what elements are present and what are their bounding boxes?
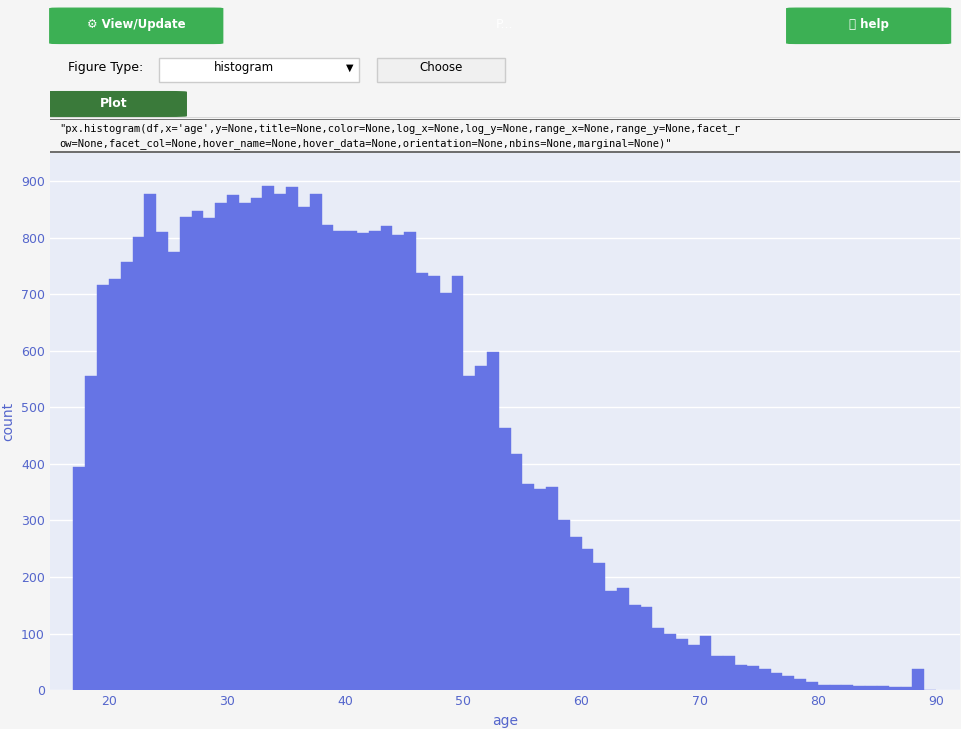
- Bar: [416, 273, 428, 690]
- Bar: [251, 198, 262, 690]
- Bar: [771, 673, 782, 690]
- FancyBboxPatch shape: [378, 58, 505, 82]
- Bar: [641, 607, 653, 690]
- Bar: [333, 231, 345, 690]
- Bar: [121, 262, 133, 690]
- X-axis label: age: age: [492, 714, 518, 728]
- Bar: [605, 591, 617, 690]
- Bar: [818, 685, 829, 690]
- Bar: [345, 231, 357, 690]
- Bar: [676, 639, 688, 690]
- Bar: [570, 537, 581, 690]
- Bar: [298, 206, 309, 690]
- Bar: [73, 467, 86, 690]
- Bar: [322, 225, 333, 690]
- Bar: [204, 218, 215, 690]
- Bar: [215, 203, 227, 690]
- Bar: [428, 276, 440, 690]
- Bar: [900, 687, 912, 690]
- Text: Choose: Choose: [419, 61, 462, 74]
- Bar: [534, 489, 546, 690]
- Bar: [865, 686, 876, 690]
- Bar: [735, 665, 747, 690]
- Bar: [806, 682, 818, 690]
- Bar: [487, 352, 499, 690]
- Bar: [842, 685, 853, 690]
- Bar: [782, 676, 794, 690]
- Bar: [912, 668, 924, 690]
- Bar: [405, 232, 416, 690]
- Text: P...: P...: [496, 18, 513, 31]
- Bar: [876, 686, 889, 690]
- Text: ow=None,facet_col=None,hover_name=None,hover_data=None,orientation=None,nbins=No: ow=None,facet_col=None,hover_name=None,h…: [59, 138, 672, 149]
- Text: Plot: Plot: [100, 97, 127, 110]
- Bar: [558, 521, 570, 690]
- Bar: [499, 428, 510, 690]
- Bar: [617, 588, 628, 690]
- Bar: [97, 285, 109, 690]
- Bar: [463, 375, 475, 690]
- Bar: [700, 636, 711, 690]
- Bar: [546, 487, 558, 690]
- FancyBboxPatch shape: [40, 92, 186, 117]
- Bar: [309, 194, 322, 690]
- Bar: [475, 365, 487, 690]
- Bar: [853, 686, 865, 690]
- Bar: [191, 211, 204, 690]
- Bar: [747, 666, 759, 690]
- Bar: [581, 549, 593, 690]
- Bar: [239, 203, 251, 690]
- Bar: [109, 279, 121, 690]
- Bar: [262, 186, 274, 690]
- Bar: [168, 252, 180, 690]
- Bar: [357, 233, 369, 690]
- FancyBboxPatch shape: [787, 8, 950, 44]
- FancyBboxPatch shape: [50, 8, 223, 44]
- Bar: [227, 195, 239, 690]
- Bar: [829, 685, 842, 690]
- Bar: [369, 231, 381, 690]
- Bar: [392, 235, 405, 690]
- Y-axis label: count: count: [1, 402, 15, 441]
- Bar: [711, 656, 724, 690]
- Bar: [86, 376, 97, 690]
- Bar: [180, 217, 191, 690]
- Text: ❓ help: ❓ help: [849, 18, 889, 31]
- Bar: [664, 634, 676, 690]
- Bar: [688, 645, 700, 690]
- Text: ▼: ▼: [346, 63, 354, 73]
- Bar: [523, 484, 534, 690]
- Text: Figure Type:: Figure Type:: [68, 61, 143, 74]
- Bar: [510, 453, 523, 690]
- Bar: [156, 232, 168, 690]
- Bar: [724, 656, 735, 690]
- Text: histogram: histogram: [213, 61, 274, 74]
- Bar: [794, 679, 806, 690]
- Bar: [274, 194, 286, 690]
- Bar: [144, 194, 156, 690]
- Bar: [440, 292, 452, 690]
- Bar: [452, 276, 463, 690]
- Bar: [286, 187, 298, 690]
- Bar: [889, 687, 900, 690]
- FancyBboxPatch shape: [159, 58, 359, 82]
- Bar: [653, 628, 664, 690]
- Bar: [381, 227, 392, 690]
- Bar: [133, 236, 144, 690]
- Bar: [628, 605, 641, 690]
- Bar: [593, 563, 605, 690]
- Text: ⚙ View/Update: ⚙ View/Update: [86, 18, 185, 31]
- Bar: [759, 669, 771, 690]
- Text: "px.histogram(df,x='age',y=None,title=None,color=None,log_x=None,log_y=None,rang: "px.histogram(df,x='age',y=None,title=No…: [59, 122, 740, 133]
